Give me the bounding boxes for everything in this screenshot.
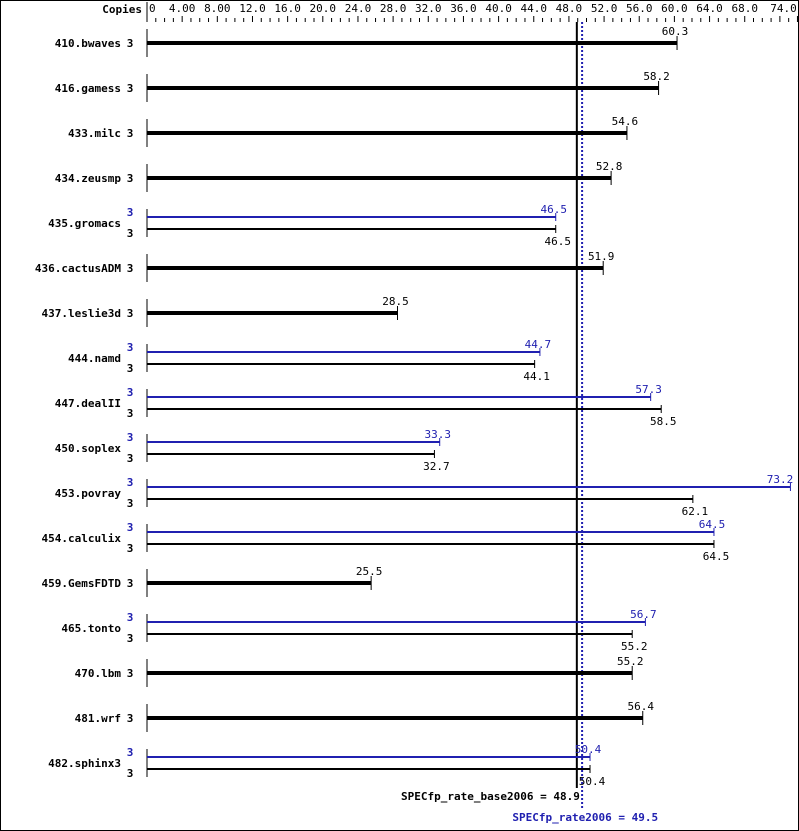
peak-copies-value: 3 [127, 386, 134, 399]
peak-mean-label: SPECfp_rate2006 = 49.5 [512, 811, 658, 824]
copies-value: 3 [127, 712, 134, 725]
base-value-label: 58.2 [643, 70, 670, 83]
base-value-label: 64.5 [703, 550, 730, 563]
benchmark-label: 459.GemsFDTD [42, 577, 122, 590]
copies-value: 3 [127, 452, 134, 465]
copies-value: 3 [127, 577, 134, 590]
peak-copies-value: 3 [127, 206, 134, 219]
tick-label: 16.0 [274, 2, 301, 15]
peak-copies-value: 3 [127, 476, 134, 489]
base-value-label: 28.5 [382, 295, 409, 308]
peak-value-label: 56.7 [630, 608, 657, 621]
peak-copies-value: 3 [127, 611, 134, 624]
copies-value: 3 [127, 172, 134, 185]
tick-label: 28.0 [380, 2, 407, 15]
peak-copies-value: 3 [127, 431, 134, 444]
copies-value: 3 [127, 262, 134, 275]
tick-label: 74.0 [770, 2, 797, 15]
copies-value: 3 [127, 542, 134, 555]
tick-label: 4.00 [169, 2, 196, 15]
base-value-label: 46.5 [544, 235, 571, 248]
benchmark-label: 437.leslie3d [42, 307, 121, 320]
tick-label: 8.00 [204, 2, 231, 15]
peak-value-label: 44.7 [525, 338, 552, 351]
peak-value-label: 57.3 [635, 383, 662, 396]
base-value-label: 50.4 [579, 775, 606, 788]
tick-label: 24.0 [345, 2, 372, 15]
benchmark-label: 454.calculix [42, 532, 122, 545]
benchmark-label: 453.povray [55, 487, 122, 500]
base-value-label: 32.7 [423, 460, 450, 473]
benchmark-label: 435.gromacs [48, 217, 121, 230]
base-value-label: 56.4 [628, 700, 655, 713]
tick-label: 48.0 [556, 2, 583, 15]
copies-value: 3 [127, 37, 134, 50]
tick-label: 60.0 [661, 2, 688, 15]
tick-label: 32.0 [415, 2, 442, 15]
copies-value: 3 [127, 82, 134, 95]
tick-label: 44.0 [521, 2, 548, 15]
benchmark-label: 410.bwaves [55, 37, 121, 50]
base-value-label: 44.1 [523, 370, 550, 383]
base-value-label: 55.2 [617, 655, 644, 668]
tick-label: 0 [149, 2, 156, 15]
base-value-label: 51.9 [588, 250, 615, 263]
tick-label: 36.0 [450, 2, 477, 15]
benchmark-label: 450.soplex [55, 442, 122, 455]
benchmark-label: 465.tonto [61, 622, 121, 635]
base-value-label: 52.8 [596, 160, 623, 173]
copies-value: 3 [127, 407, 134, 420]
copies-value: 3 [127, 632, 134, 645]
benchmark-label: 444.namd [68, 352, 121, 365]
benchmark-label: 434.zeusmp [55, 172, 122, 185]
peak-value-label: 46.5 [540, 203, 567, 216]
peak-copies-value: 3 [127, 746, 134, 759]
copies-value: 3 [127, 307, 134, 320]
base-value-label: 55.2 [621, 640, 648, 653]
benchmark-label: 482.sphinx3 [48, 757, 121, 770]
benchmark-label: 470.lbm [75, 667, 122, 680]
benchmark-label: 433.milc [68, 127, 121, 140]
peak-value-label: 73.2 [767, 473, 794, 486]
peak-value-label: 50.4 [575, 743, 602, 756]
tick-label: 56.0 [626, 2, 653, 15]
base-value-label: 60.3 [662, 25, 689, 38]
base-value-label: 58.5 [650, 415, 677, 428]
benchmark-label: 436.cactusADM [35, 262, 121, 275]
benchmark-label: 416.gamess [55, 82, 121, 95]
tick-label: 64.0 [696, 2, 723, 15]
copies-value: 3 [127, 667, 134, 680]
peak-value-label: 64.5 [699, 518, 726, 531]
base-value-label: 54.6 [612, 115, 639, 128]
tick-label: 20.0 [310, 2, 337, 15]
tick-label: 12.0 [239, 2, 266, 15]
benchmark-label: 481.wrf [75, 712, 121, 725]
peak-value-label: 33.3 [424, 428, 451, 441]
benchmark-label: 447.dealII [55, 397, 121, 410]
tick-label: 52.0 [591, 2, 618, 15]
base-mean-label: SPECfp_rate_base2006 = 48.9 [401, 790, 580, 803]
copies-value: 3 [127, 227, 134, 240]
tick-label: 40.0 [485, 2, 512, 15]
base-value-label: 25.5 [356, 565, 383, 578]
tick-label: 68.0 [731, 2, 758, 15]
peak-copies-value: 3 [127, 341, 134, 354]
copies-value: 3 [127, 497, 134, 510]
peak-copies-value: 3 [127, 521, 134, 534]
copies-header: Copies [102, 3, 142, 16]
copies-value: 3 [127, 767, 134, 780]
copies-value: 3 [127, 127, 134, 140]
copies-value: 3 [127, 362, 134, 375]
base-value-label: 62.1 [682, 505, 709, 518]
